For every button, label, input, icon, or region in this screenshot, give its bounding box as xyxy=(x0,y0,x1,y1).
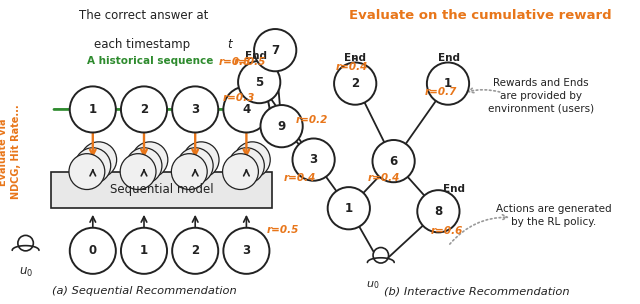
Text: r=0.4: r=0.4 xyxy=(368,173,401,183)
Text: Actions are generated
by the RL policy.: Actions are generated by the RL policy. xyxy=(496,204,611,227)
FancyBboxPatch shape xyxy=(51,172,272,208)
Text: r=0.2: r=0.2 xyxy=(296,115,328,125)
Text: 1: 1 xyxy=(444,77,452,90)
Text: 4: 4 xyxy=(243,103,250,116)
Ellipse shape xyxy=(223,228,269,274)
Text: Evaluate on the cumulative reward: Evaluate on the cumulative reward xyxy=(349,9,611,22)
Text: (a) Sequential Recommendation: (a) Sequential Recommendation xyxy=(52,286,236,296)
Text: r=0.6: r=0.6 xyxy=(431,226,463,236)
Text: r=0.4: r=0.4 xyxy=(284,173,316,183)
Ellipse shape xyxy=(121,86,167,133)
Text: r=0.5: r=0.5 xyxy=(233,57,266,67)
Ellipse shape xyxy=(427,63,469,105)
Text: 1: 1 xyxy=(345,202,353,215)
Text: Sequential model: Sequential model xyxy=(110,184,213,196)
Text: each timestamp: each timestamp xyxy=(94,38,194,51)
Text: 2: 2 xyxy=(351,77,359,90)
Ellipse shape xyxy=(172,154,207,189)
Ellipse shape xyxy=(372,140,415,182)
Text: 2: 2 xyxy=(191,244,199,257)
Ellipse shape xyxy=(70,86,116,133)
Text: r=0.8: r=0.8 xyxy=(219,57,252,67)
Text: 7: 7 xyxy=(271,44,279,57)
Text: 3: 3 xyxy=(191,103,199,116)
Ellipse shape xyxy=(70,228,116,274)
Text: r=0.7: r=0.7 xyxy=(424,87,457,97)
Ellipse shape xyxy=(126,148,162,184)
Ellipse shape xyxy=(223,86,269,133)
Text: 8: 8 xyxy=(435,205,442,218)
Ellipse shape xyxy=(334,63,376,105)
Ellipse shape xyxy=(172,86,218,133)
Text: End: End xyxy=(438,53,460,63)
Ellipse shape xyxy=(238,61,280,103)
Ellipse shape xyxy=(228,148,264,184)
Text: r=0.3: r=0.3 xyxy=(222,93,255,103)
Ellipse shape xyxy=(120,154,156,189)
Text: $u_0$: $u_0$ xyxy=(19,266,33,279)
Ellipse shape xyxy=(18,235,33,251)
Ellipse shape xyxy=(177,148,213,184)
Text: End: End xyxy=(344,53,366,63)
Text: t: t xyxy=(227,38,232,51)
Ellipse shape xyxy=(81,142,116,178)
Ellipse shape xyxy=(254,29,296,71)
Text: 1: 1 xyxy=(89,103,97,116)
Text: $u_0$: $u_0$ xyxy=(367,279,380,291)
Text: 3: 3 xyxy=(243,244,250,257)
Text: Rewards and Ends
are provided by
environment (users): Rewards and Ends are provided by environ… xyxy=(488,78,594,114)
Ellipse shape xyxy=(183,142,219,178)
Text: End: End xyxy=(444,184,465,194)
Ellipse shape xyxy=(417,190,460,232)
Ellipse shape xyxy=(121,228,167,274)
Text: 2: 2 xyxy=(140,103,148,116)
Text: r=0.4: r=0.4 xyxy=(335,63,368,72)
Text: 9: 9 xyxy=(278,120,285,133)
Text: Evaluate via
NDCG, Hit Rate...: Evaluate via NDCG, Hit Rate... xyxy=(0,105,21,199)
Text: A historical sequence: A historical sequence xyxy=(87,56,214,66)
Ellipse shape xyxy=(69,154,105,189)
Text: 5: 5 xyxy=(255,76,263,88)
Text: 0: 0 xyxy=(89,244,97,257)
Ellipse shape xyxy=(292,139,335,181)
Ellipse shape xyxy=(260,105,303,147)
Text: 1: 1 xyxy=(140,244,148,257)
Ellipse shape xyxy=(328,187,370,229)
Text: r=0.5: r=0.5 xyxy=(266,225,299,234)
Text: 3: 3 xyxy=(310,153,317,166)
Ellipse shape xyxy=(373,247,388,263)
Ellipse shape xyxy=(75,148,111,184)
Text: The correct answer at: The correct answer at xyxy=(79,9,209,22)
Ellipse shape xyxy=(234,142,270,178)
Ellipse shape xyxy=(132,142,168,178)
Text: 6: 6 xyxy=(390,155,397,168)
Ellipse shape xyxy=(223,154,259,189)
Ellipse shape xyxy=(172,228,218,274)
Text: End: End xyxy=(245,51,267,61)
Text: (b) Interactive Recommendation: (b) Interactive Recommendation xyxy=(384,286,570,296)
